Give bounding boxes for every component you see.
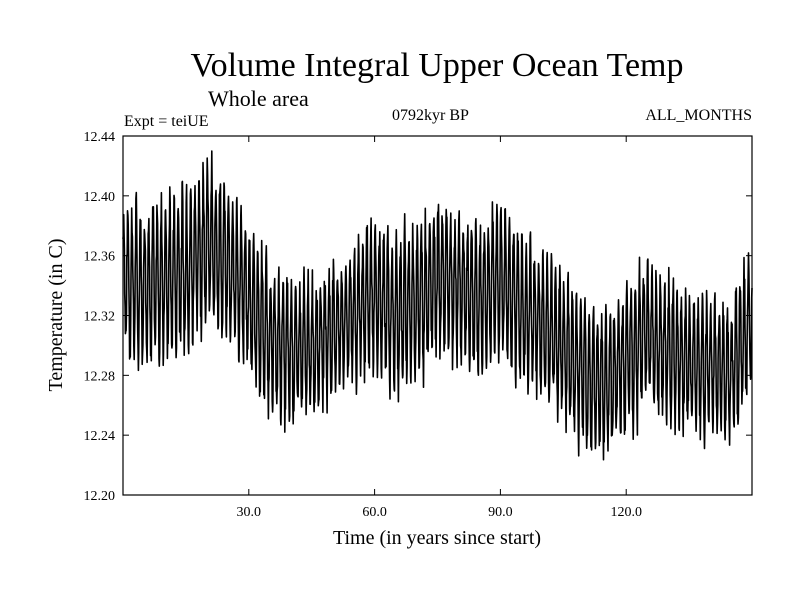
x-tick-label: 120.0	[610, 505, 642, 520]
y-tick-label: 12.24	[84, 429, 116, 444]
chart-title: Volume Integral Upper Ocean Temp	[191, 47, 684, 84]
y-axis-label: Temperature (in C)	[45, 239, 67, 392]
y-tick-label: 12.44	[84, 130, 116, 145]
x-axis-label: Time (in years since start)	[333, 527, 541, 549]
y-tick-label: 12.28	[84, 369, 116, 384]
temperature-series-line	[122, 150, 753, 461]
y-tick-label: 12.40	[84, 190, 116, 205]
y-axis: 12.20 12.24 12.28 12.32 12.36 12.40 12.44	[84, 130, 752, 504]
x-axis: 30.0 60.0 90.0 120.0	[237, 136, 642, 520]
y-tick-label: 12.32	[84, 310, 116, 325]
period-label: 0792kyr BP	[392, 107, 469, 124]
chart-subtitle: Whole area	[208, 86, 309, 111]
y-tick-label: 12.20	[84, 489, 116, 504]
x-tick-label: 30.0	[237, 505, 262, 520]
months-label: ALL_MONTHS	[645, 107, 752, 124]
experiment-label: Expt = teiUE	[124, 113, 209, 130]
x-tick-label: 60.0	[362, 505, 387, 520]
x-tick-label: 90.0	[488, 505, 513, 520]
y-tick-label: 12.36	[84, 250, 116, 265]
